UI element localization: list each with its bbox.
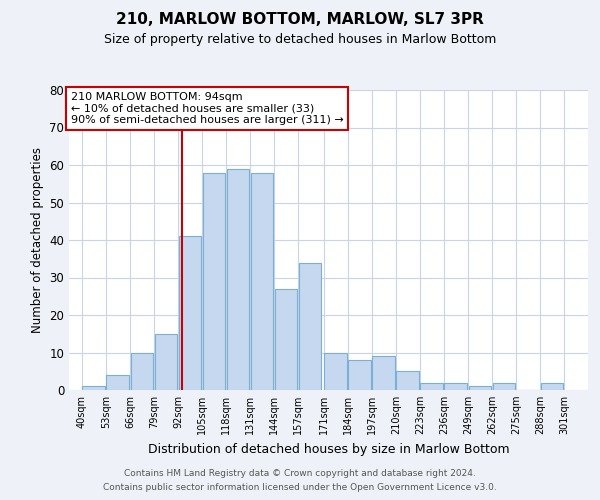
Bar (373, 356, 395, 390)
Bar (82, 386, 106, 390)
Bar (131, 352, 154, 390)
Bar (541, 382, 563, 390)
Bar (155, 334, 178, 390)
Text: 210, MARLOW BOTTOM, MARLOW, SL7 3PR: 210, MARLOW BOTTOM, MARLOW, SL7 3PR (116, 12, 484, 28)
Y-axis label: Number of detached properties: Number of detached properties (31, 147, 44, 333)
Bar (106, 375, 130, 390)
X-axis label: Distribution of detached houses by size in Marlow Bottom: Distribution of detached houses by size … (148, 442, 509, 456)
Bar (299, 262, 322, 390)
Bar (325, 352, 347, 390)
Bar (203, 172, 226, 390)
Bar (469, 386, 491, 390)
Bar (227, 169, 250, 390)
Text: 210 MARLOW BOTTOM: 94sqm
← 10% of detached houses are smaller (33)
90% of semi-d: 210 MARLOW BOTTOM: 94sqm ← 10% of detach… (71, 92, 344, 125)
Bar (445, 382, 467, 390)
Bar (179, 236, 202, 390)
Bar (493, 382, 515, 390)
Bar (421, 382, 443, 390)
Text: Size of property relative to detached houses in Marlow Bottom: Size of property relative to detached ho… (104, 32, 496, 46)
Bar (397, 371, 419, 390)
Bar (349, 360, 371, 390)
Text: Contains HM Land Registry data © Crown copyright and database right 2024.: Contains HM Land Registry data © Crown c… (124, 468, 476, 477)
Bar (251, 172, 274, 390)
Bar (275, 289, 298, 390)
Text: Contains public sector information licensed under the Open Government Licence v3: Contains public sector information licen… (103, 484, 497, 492)
